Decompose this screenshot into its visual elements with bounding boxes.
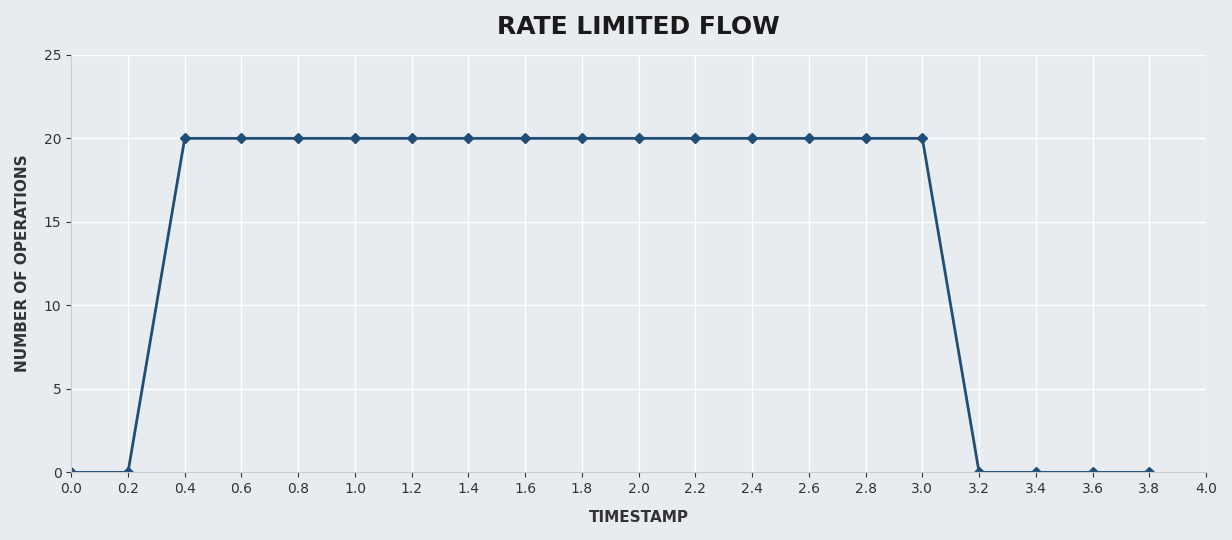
Title: RATE LIMITED FLOW: RATE LIMITED FLOW: [498, 15, 780, 39]
Y-axis label: NUMBER OF OPERATIONS: NUMBER OF OPERATIONS: [15, 155, 30, 373]
X-axis label: TIMESTAMP: TIMESTAMP: [589, 510, 689, 525]
